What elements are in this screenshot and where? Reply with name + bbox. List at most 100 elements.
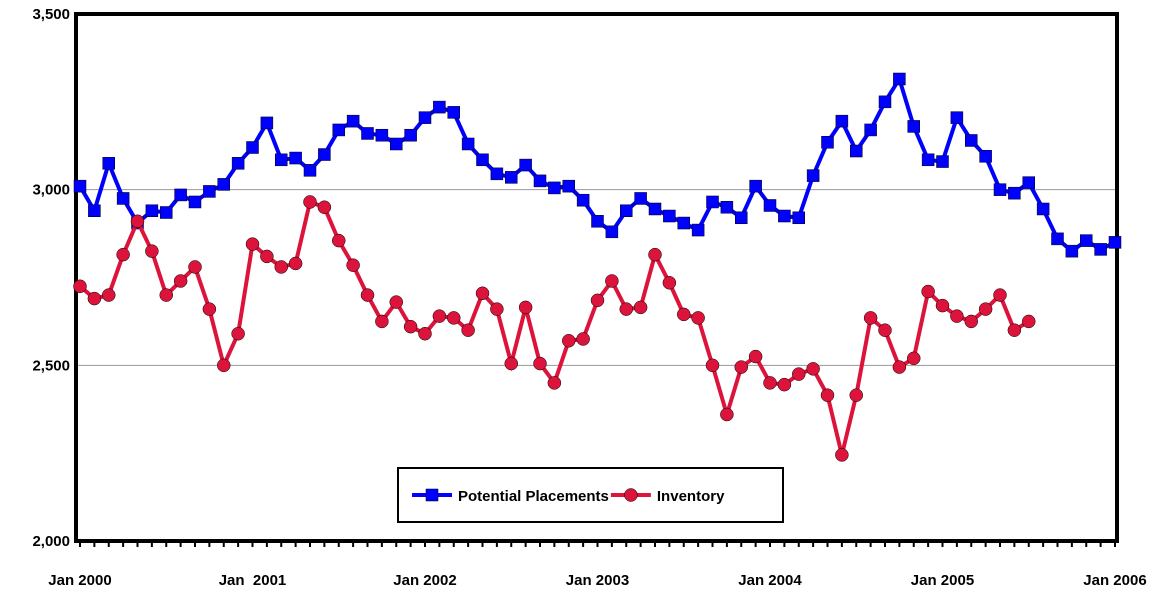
data-point: [748, 349, 763, 364]
data-point: [418, 326, 432, 341]
data-point: [850, 144, 863, 158]
data-point: [275, 153, 288, 167]
data-point: [663, 209, 676, 223]
data-point: [950, 111, 964, 124]
x-tick-label: Jan 2002: [393, 572, 456, 589]
data-point: [792, 211, 805, 225]
data-point: [763, 376, 777, 390]
data-point: [289, 151, 302, 165]
data-point: [260, 116, 274, 130]
data-point: [863, 311, 878, 325]
data-point: [217, 358, 231, 373]
data-point: [73, 279, 87, 294]
y-tick-label: 2,000: [32, 533, 70, 550]
data-point: [633, 300, 648, 315]
x-tick-label: Jan 2005: [911, 572, 974, 589]
data-point: [332, 233, 346, 248]
data-point: [720, 407, 734, 422]
data-point: [950, 309, 964, 323]
data-point: [246, 141, 259, 154]
data-point: [1022, 176, 1035, 189]
data-point: [691, 223, 705, 237]
data-point: [145, 204, 159, 217]
data-point: [1008, 186, 1021, 200]
data-point: [720, 200, 734, 214]
data-point: [792, 367, 806, 381]
data-point: [878, 95, 892, 109]
legend-box: [397, 467, 784, 523]
data-point: [447, 106, 460, 119]
y-tick-label: 3,500: [32, 6, 70, 23]
data-point: [274, 260, 288, 274]
data-point: [231, 157, 245, 170]
data-point: [360, 288, 375, 302]
data-point: [778, 209, 791, 223]
data-point: [203, 185, 216, 198]
data-point: [390, 137, 403, 151]
data-point: [648, 247, 662, 262]
data-point: [620, 204, 633, 217]
data-point: [447, 311, 461, 325]
data-point: [965, 134, 978, 147]
data-point: [605, 225, 619, 239]
data-point: [591, 215, 604, 228]
data-point: [518, 300, 533, 315]
data-point: [648, 202, 662, 216]
x-tick-label: Jan 2000: [48, 572, 111, 589]
data-point: [346, 258, 360, 272]
series: [73, 195, 1036, 462]
data-point: [116, 247, 130, 262]
data-point: [260, 249, 274, 264]
legend-marker: [624, 488, 638, 502]
legend: Potential Placements Inventory: [397, 467, 784, 523]
data-point: [634, 192, 647, 205]
plot-frame: [74, 12, 1119, 543]
data-point: [1022, 314, 1036, 329]
data-point: [475, 286, 490, 301]
data-point: [936, 155, 949, 168]
data-point: [461, 323, 475, 337]
data-point: [979, 150, 992, 163]
data-point: [749, 179, 762, 193]
data-point: [619, 302, 633, 316]
data-point: [662, 276, 677, 290]
data-point: [849, 388, 863, 402]
y-tick-label: 3,000: [32, 182, 70, 199]
data-point: [519, 158, 532, 172]
data-point: [734, 360, 748, 374]
data-point: [548, 181, 561, 195]
data-point: [174, 188, 187, 202]
data-point: [892, 360, 907, 374]
data-point: [504, 356, 518, 371]
data-point: [403, 319, 418, 334]
data-point: [159, 288, 173, 302]
data-point: [303, 195, 317, 209]
data-point: [490, 302, 504, 316]
data-point: [677, 307, 691, 322]
data-point: [835, 114, 849, 128]
data-point: [188, 195, 202, 209]
data-point: [188, 260, 202, 274]
data-point: [317, 200, 332, 214]
data-point: [375, 128, 389, 142]
data-point: [691, 311, 705, 325]
y-tick-label: 2,500: [32, 357, 70, 374]
data-point: [921, 153, 935, 167]
series: [73, 72, 1122, 258]
data-point: [102, 288, 116, 302]
data-point: [590, 293, 605, 308]
legend-marker: [425, 488, 439, 502]
data-point: [231, 326, 245, 341]
data-point: [1094, 243, 1107, 256]
data-point: [806, 362, 820, 376]
data-point: [921, 284, 935, 299]
data-point: [389, 295, 403, 309]
data-point: [102, 157, 115, 170]
x-tick-label: Jan 2003: [566, 572, 629, 589]
data-point: [332, 123, 345, 137]
data-point: [433, 100, 446, 114]
data-point: [160, 206, 173, 219]
data-point: [878, 323, 892, 337]
data-point: [1080, 234, 1093, 247]
